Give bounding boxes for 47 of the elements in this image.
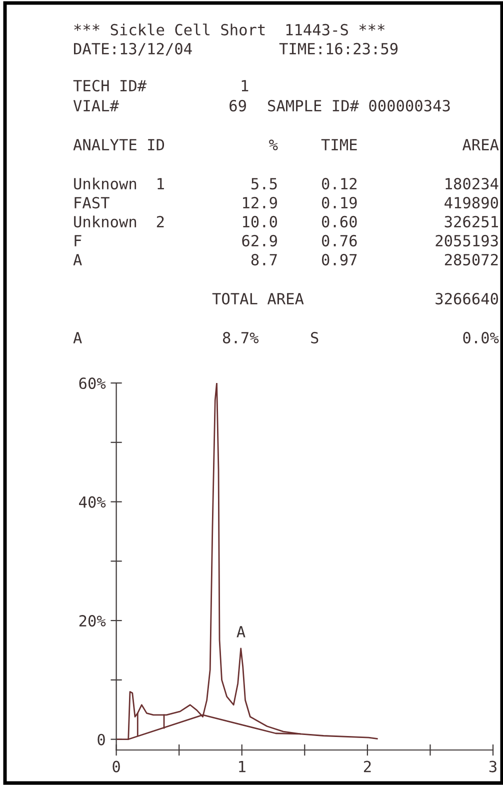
text: 0.0% (463, 332, 499, 344)
annotation: A (236, 626, 246, 638)
text: FAST (74, 196, 110, 208)
text: DATE:13/12/04 (74, 42, 192, 56)
text: 285072 (444, 254, 498, 266)
text: 0.12 (322, 178, 356, 190)
text: A (73, 332, 82, 344)
text: 69 (230, 100, 246, 112)
text: 8.7 (251, 254, 277, 266)
text: 0.19 (322, 196, 357, 208)
y-tick-label: 40% (79, 496, 106, 508)
text: Unknown 1 (74, 178, 164, 190)
x-tick-label: 3 (489, 760, 496, 772)
text: % (269, 140, 278, 150)
text: 0.97 (322, 254, 357, 266)
text: S (311, 332, 318, 344)
text: TIME:16:23:59 (279, 42, 398, 54)
text: 8.7% (222, 332, 259, 344)
text: 62.9 (242, 234, 277, 246)
x-tick-label: 1 (239, 760, 246, 772)
text: 10.0 (243, 216, 278, 228)
text: 419890 (444, 196, 498, 208)
text: 3266640 (436, 292, 498, 304)
text: Unknown 2 (74, 216, 164, 228)
text: 180234 (446, 178, 498, 190)
text: A (73, 254, 82, 266)
text: ANALYTE ID (73, 139, 164, 150)
text: 12.9 (243, 196, 277, 208)
text: 1 (242, 80, 248, 92)
text: TECH ID# (73, 80, 147, 92)
text: TOTAL AREA (212, 292, 304, 304)
text: TIME (321, 139, 357, 150)
text: 2055193 (436, 234, 498, 246)
text: 0.60 (322, 216, 357, 228)
text: 5.5 (251, 178, 277, 190)
x-tick-label: 0 (112, 760, 120, 772)
y-tick-label: 60% (79, 378, 106, 390)
text: 0.76 (322, 234, 357, 246)
text: 326251 (444, 216, 498, 228)
y-tick-label: 20% (79, 615, 106, 627)
x-tick-label: 2 (364, 760, 371, 772)
y-tick-label: 0 (98, 734, 105, 746)
text: F (74, 235, 82, 246)
text: AREA (462, 139, 499, 150)
text: SAMPLE ID# 000000343 (268, 100, 450, 112)
text: VIAL# (73, 100, 119, 112)
text: *** Sickle Cell Short 11443-S *** (74, 24, 384, 36)
